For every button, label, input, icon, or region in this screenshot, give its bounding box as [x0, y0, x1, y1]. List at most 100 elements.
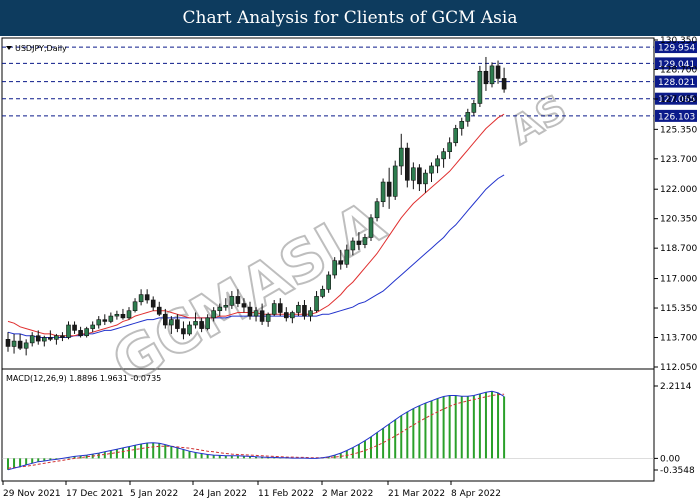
level-label: 129.954 [658, 44, 695, 54]
level-label: 128.021 [658, 78, 695, 88]
candle [296, 301, 301, 317]
candle [271, 299, 277, 317]
y-tick-label: 117.000 [660, 275, 697, 285]
x-tick-label: 2 Mar 2022 [322, 489, 373, 499]
time-axis: 29 Nov 2021 17 Dec 2021 5 Jan 2022 24 Jan 2… [2, 481, 501, 499]
candle [78, 326, 83, 338]
macd-panel: 2.2114 0.00 -0.3548 [2, 382, 695, 476]
candle [199, 317, 204, 333]
candle [411, 162, 416, 190]
macd-y-tick-label: 0.00 [660, 454, 680, 464]
candle [483, 56, 489, 91]
candle [465, 108, 471, 127]
y-tick-label: 122.000 [660, 185, 697, 195]
candle [398, 133, 404, 175]
candle [417, 164, 422, 191]
candle [120, 308, 126, 320]
candle [471, 99, 477, 116]
candle [175, 314, 180, 333]
horizontal-levels: 129.954 129.041 128.021 127.065 126.103 [2, 41, 697, 122]
candle [320, 285, 325, 299]
y-tick-label: 118.700 [660, 244, 697, 254]
candle [368, 214, 374, 242]
candle [314, 291, 319, 313]
macd-signal-line [7, 393, 505, 469]
level-label: 129.041 [658, 60, 695, 70]
candles [5, 56, 507, 356]
candle [60, 332, 65, 342]
candle [23, 339, 29, 356]
candle [404, 142, 410, 188]
candle [265, 312, 271, 327]
x-tick-label: 8 Apr 2022 [451, 489, 501, 499]
y-tick-label: 125.350 [660, 125, 697, 135]
candle [217, 303, 223, 317]
level-label-box [655, 109, 697, 122]
candle [17, 333, 23, 351]
candle [253, 307, 259, 322]
candle [54, 333, 59, 345]
candle [114, 310, 120, 320]
candle [277, 298, 283, 317]
x-tick-label: 5 Jan 2022 [130, 489, 178, 499]
watermark-text: GCMASIA [101, 188, 396, 397]
y-tick-label: 113.700 [660, 334, 697, 344]
candle [423, 169, 428, 193]
candle [247, 301, 253, 320]
candle [344, 244, 350, 268]
candle [338, 249, 344, 270]
level-label: 126.103 [658, 112, 695, 122]
candle [35, 330, 41, 345]
candle [350, 237, 356, 256]
level-label: 127.065 [658, 95, 695, 105]
candle [453, 124, 459, 147]
candle [477, 65, 483, 108]
dropdown-triangle-icon[interactable] [6, 46, 12, 50]
candle [5, 332, 11, 352]
candle [29, 332, 35, 347]
candle [362, 233, 368, 249]
candle [326, 271, 331, 293]
candle [205, 314, 210, 331]
candle [48, 330, 53, 342]
candle [290, 310, 295, 324]
y-tick-label: 120.350 [660, 215, 697, 225]
candle [72, 321, 77, 334]
candle [66, 321, 71, 340]
y-tick-label: 123.700 [660, 155, 697, 165]
candle [132, 298, 138, 313]
candle [495, 60, 501, 84]
y-tick-label: 128.700 [660, 65, 697, 75]
macd-y-tick-label: 2.2114 [660, 382, 692, 392]
candle [374, 198, 380, 222]
level-label-box [655, 41, 697, 54]
price-chart-title: USDJPY,Daily [15, 44, 67, 53]
candle [308, 307, 313, 322]
macd-y-tick-label: -0.3548 [660, 466, 695, 476]
y-tick-label: 127.050 [660, 95, 697, 105]
x-tick-label: 21 Mar 2022 [388, 489, 445, 499]
x-tick-label: 11 Feb 2022 [258, 489, 314, 499]
candle [459, 117, 465, 136]
candle [332, 257, 338, 279]
y-tick-label: 115.350 [660, 304, 697, 314]
banner-title: Chart Analysis for Clients of GCM Asia [182, 8, 518, 28]
candle [193, 312, 198, 329]
x-tick-label: 17 Dec 2021 [66, 489, 124, 499]
candle [356, 232, 362, 250]
candle [96, 316, 102, 329]
candle [435, 155, 440, 174]
candle [447, 137, 452, 159]
candle [501, 67, 507, 93]
candle [302, 299, 307, 320]
candle [441, 148, 446, 168]
y-tick-label: 130.350 [660, 36, 697, 46]
level-label-box [655, 57, 697, 70]
candle [386, 167, 392, 209]
candle [90, 321, 95, 333]
price-axis: 130.350 128.700 127.050 125.350 123.700 122.0… [654, 36, 697, 373]
candle [211, 307, 216, 322]
candle [241, 298, 247, 313]
candle [11, 333, 17, 354]
